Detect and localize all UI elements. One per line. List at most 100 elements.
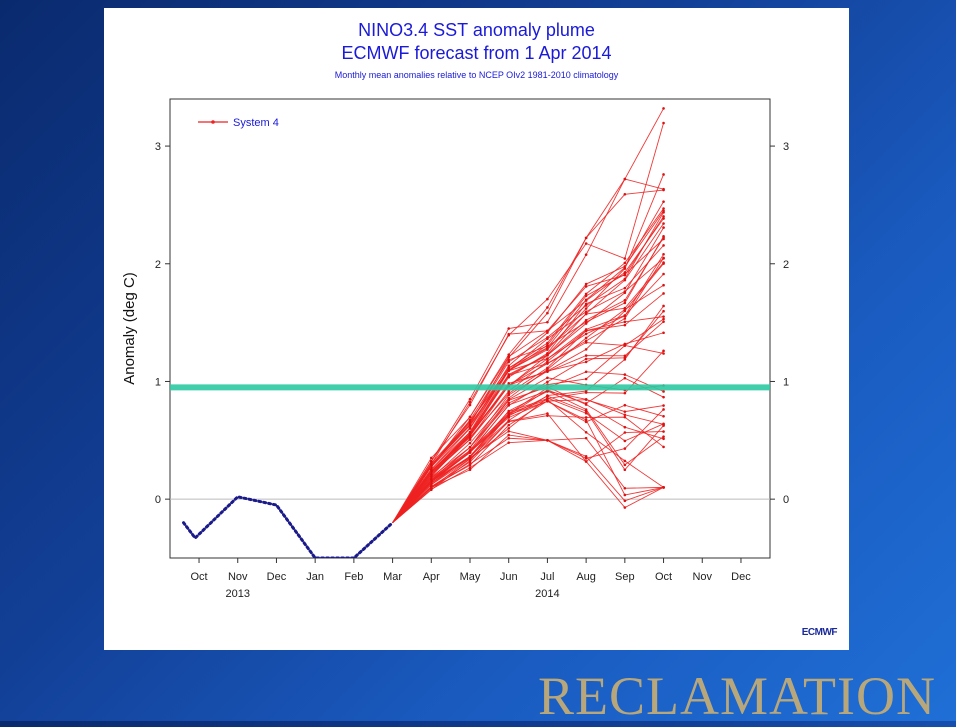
ensemble-member-point [546, 329, 549, 333]
ensemble-member-point [662, 217, 665, 220]
ensemble-member-point [507, 332, 511, 336]
ensemble-member-point [662, 207, 665, 210]
ensemble-member-point [623, 277, 627, 281]
ensemble-member-point [623, 486, 627, 490]
ensemble-member-point [507, 360, 511, 364]
ensemble-member-point [662, 320, 665, 323]
ensemble-member-point [584, 236, 588, 240]
ensemble-member-point [584, 292, 588, 296]
ensemble-member-point [584, 285, 588, 288]
ensemble-member-point [584, 253, 588, 256]
ensemble-member-point [507, 396, 511, 400]
ensemble-member-point [623, 344, 627, 347]
ensemble-member-point [584, 360, 588, 364]
ensemble-member-point [507, 412, 511, 415]
ensemble-member-point [662, 283, 665, 287]
ensemble-member-point [429, 459, 433, 463]
ensemble-member-line [392, 415, 664, 524]
ensemble-member-point [662, 107, 665, 110]
legend-label: System 4 [233, 117, 279, 129]
ensemble-member-point [584, 455, 588, 458]
ensemble-member-point [662, 222, 665, 225]
ensemble-member-line [392, 377, 664, 524]
ensemble-member-point [662, 121, 665, 125]
ensemble-member-point [662, 430, 665, 433]
ensemble-member-point [468, 423, 472, 426]
ensemble-member-point [546, 297, 549, 301]
ensemble-member-point [623, 499, 627, 503]
ensemble-member-point [546, 331, 549, 334]
x-tick-label: Jun [500, 571, 518, 583]
ensemble-member-point [584, 430, 588, 434]
ensemble-member-point [662, 437, 665, 441]
ensemble-member-line [392, 439, 664, 524]
ensemble-member-point [584, 302, 588, 306]
ensemble-member-point [546, 366, 549, 370]
ensemble-member-point [584, 320, 588, 324]
ensemble-member-point [546, 344, 549, 348]
ensemble-member-point [584, 354, 588, 357]
x-tick-label: Oct [190, 571, 207, 583]
ensemble-member-point [546, 306, 549, 309]
ensemble-member-point [623, 506, 627, 509]
x-tick-label: Jan [306, 571, 324, 583]
x-tick-label: Nov [228, 571, 248, 583]
y-tick-label-left: 0 [155, 494, 161, 506]
ensemble-member-point [429, 485, 433, 488]
ensemble-member-point [662, 257, 665, 260]
ensemble-member-point [468, 403, 472, 407]
ensemble-member-point [623, 267, 627, 270]
ensemble-member-point [584, 307, 588, 310]
y-tick-label-right: 3 [783, 141, 789, 153]
x-tick-label: Nov [692, 571, 712, 583]
ensemble-member-point [623, 177, 627, 181]
ensemble-member-point [546, 362, 549, 365]
ensemble-member-point [662, 435, 665, 438]
ensemble-member-point [584, 436, 588, 440]
ensemble-member-point [468, 460, 472, 464]
ensemble-member-point [584, 416, 588, 419]
ensemble-member-point [623, 354, 627, 358]
ensemble-member-point [507, 401, 511, 405]
ensemble-member-line [392, 399, 664, 524]
ensemble-member-point [662, 309, 665, 313]
ensemble-member-line [392, 174, 664, 523]
ensemble-member-point [468, 436, 472, 439]
x-tick-label: Dec [731, 571, 751, 583]
ensemble-member-point [623, 257, 627, 260]
ensemble-member-point [623, 301, 627, 305]
ensemble-member-point [546, 380, 549, 384]
ensemble-member-point [662, 200, 665, 203]
ensemble-member-point [468, 466, 472, 470]
ensemble-member-point [623, 431, 627, 434]
ensemble-member-point [623, 376, 627, 380]
ensemble-member-point [662, 395, 665, 399]
ensemble-member-line [392, 386, 664, 523]
ensemble-member-point [468, 449, 472, 452]
ensemble-member-point [584, 332, 588, 336]
ensemble-member-point [623, 413, 627, 417]
ensemble-member-point [507, 366, 511, 370]
ensemble-member-point [584, 341, 588, 344]
ensemble-member-point [507, 375, 511, 379]
ensemble-member-line [392, 400, 664, 523]
ensemble-member-line [392, 245, 664, 523]
ensemble-member-point [623, 290, 627, 293]
ensemble-member-point [662, 253, 665, 256]
x-tick-label: Apr [423, 571, 440, 583]
ensemble-member-point [584, 336, 588, 340]
ensemble-member-point [623, 356, 627, 360]
ensemble-member-line [392, 318, 664, 523]
ensemble-member-point [468, 415, 472, 419]
ensemble-member-point [623, 373, 627, 376]
ensemble-member-point [429, 478, 433, 481]
ensemble-member-point [662, 211, 665, 214]
x-tick-label: Mar [383, 571, 402, 583]
ensemble-member-point [584, 312, 588, 316]
ensemble-member-point [662, 445, 665, 449]
ensemble-member-point [623, 391, 627, 395]
ensemble-member-point [507, 390, 511, 393]
ensemble-member-point [662, 187, 665, 191]
ensemble-member-point [468, 397, 472, 401]
ensemble-member-point [662, 226, 665, 229]
